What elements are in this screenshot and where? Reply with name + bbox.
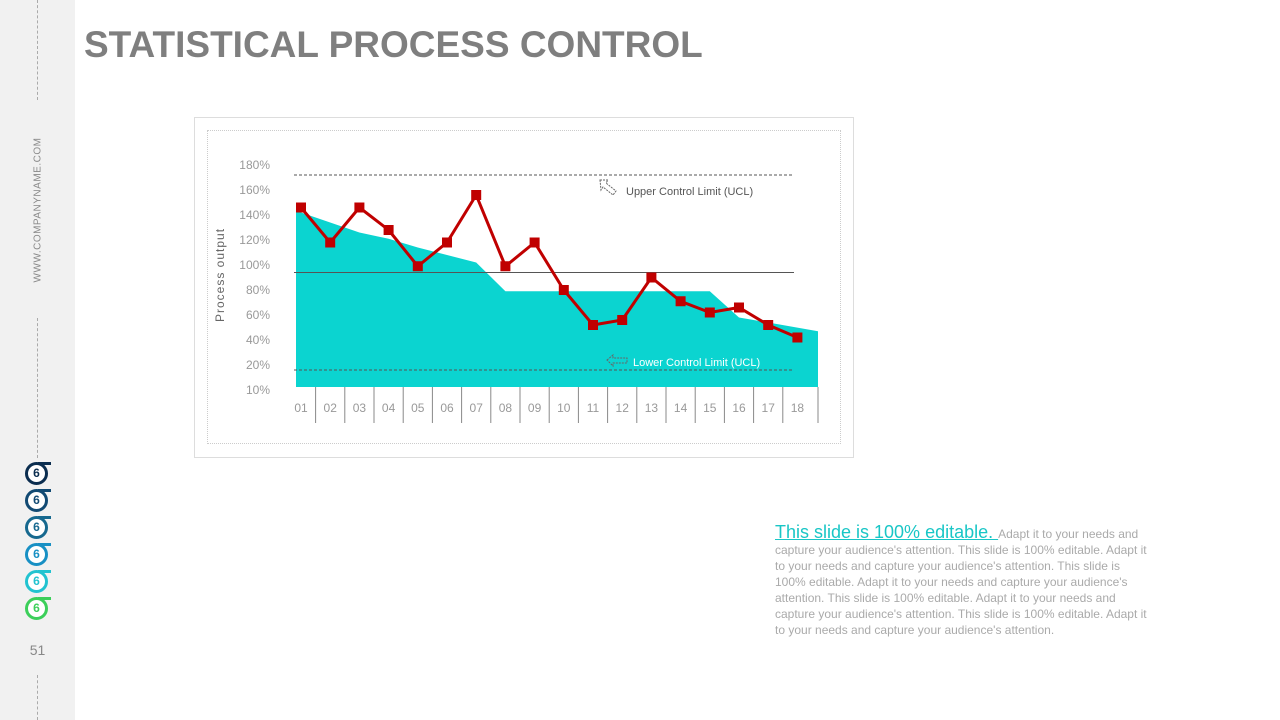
description-body: Adapt it to your needs and capture your … <box>775 527 1147 637</box>
data-point <box>704 307 715 318</box>
y-tick-label: 80% <box>246 283 270 297</box>
arrow-left-icon <box>606 353 628 368</box>
data-point <box>617 315 628 325</box>
x-tick-label: 17 <box>762 401 776 415</box>
page-title: STATISTICAL PROCESS CONTROL <box>84 24 703 65</box>
x-tick-label: 15 <box>703 401 717 415</box>
x-tick-label: 01 <box>294 401 308 415</box>
y-tick-label: 20% <box>246 358 270 372</box>
data-point <box>354 202 365 213</box>
data-point <box>325 237 336 248</box>
data-point <box>588 320 598 330</box>
data-point <box>296 202 306 213</box>
arrow-up-left-icon <box>599 179 617 196</box>
data-point <box>500 261 511 272</box>
sigma-icon: 6 <box>25 489 51 512</box>
y-tick-label: 60% <box>246 308 270 322</box>
sigma-icon: 6 <box>25 570 51 593</box>
data-point <box>558 285 569 295</box>
reference-label: Upper Control Limit (UCL) <box>626 186 753 198</box>
x-tick-label: 11 <box>587 401 600 415</box>
data-point <box>646 272 657 283</box>
x-tick-label: 16 <box>732 401 746 415</box>
data-point <box>734 302 744 313</box>
data-point <box>763 320 774 330</box>
data-point <box>529 237 540 248</box>
data-point <box>471 190 482 200</box>
sigma-icon: 6 <box>25 543 51 566</box>
y-tick-label: 180% <box>239 158 270 172</box>
y-tick-label: 100% <box>239 258 270 272</box>
x-tick-label: 07 <box>470 401 484 415</box>
divider <box>37 318 38 458</box>
y-axis-label: Process output <box>213 228 227 322</box>
x-tick-label: 06 <box>440 401 454 415</box>
data-point <box>442 237 452 248</box>
chart-inner-frame <box>207 130 841 444</box>
editable-link[interactable]: This slide is 100% editable. <box>775 522 999 542</box>
x-tick-label: 08 <box>499 401 513 415</box>
x-tick-label: 02 <box>324 401 338 415</box>
reference-label: Lower Control Limit (UCL) <box>633 357 760 369</box>
sigma-icon: 6 <box>25 597 51 620</box>
data-point <box>412 261 423 272</box>
y-tick-label: 140% <box>239 208 270 222</box>
x-tick-label: 12 <box>616 401 630 415</box>
description: This slide is 100% editable. Adapt it to… <box>775 522 1150 638</box>
divider <box>37 0 38 100</box>
y-tick-label: 40% <box>246 333 270 347</box>
x-tick-label: 09 <box>528 401 542 415</box>
band-area <box>296 212 818 387</box>
x-tick-label: 04 <box>382 401 396 415</box>
x-tick-label: 13 <box>645 401 659 415</box>
data-point <box>792 332 803 343</box>
page-number: 51 <box>29 642 46 658</box>
sigma-icon: 6 <box>25 516 51 539</box>
x-tick-label: 10 <box>557 401 571 415</box>
chart-frame <box>194 117 854 458</box>
data-point <box>675 296 686 307</box>
x-tick-label: 18 <box>791 401 805 415</box>
x-tick-label: 05 <box>411 401 425 415</box>
sigma-icon: 6 <box>25 462 51 485</box>
y-tick-label: 120% <box>239 233 270 247</box>
x-tick-label: 14 <box>674 401 688 415</box>
divider <box>37 675 38 720</box>
y-tick-label: 160% <box>239 183 270 197</box>
x-tick-label: 03 <box>353 401 367 415</box>
data-point <box>383 225 394 235</box>
y-tick-label: 10% <box>246 383 270 397</box>
